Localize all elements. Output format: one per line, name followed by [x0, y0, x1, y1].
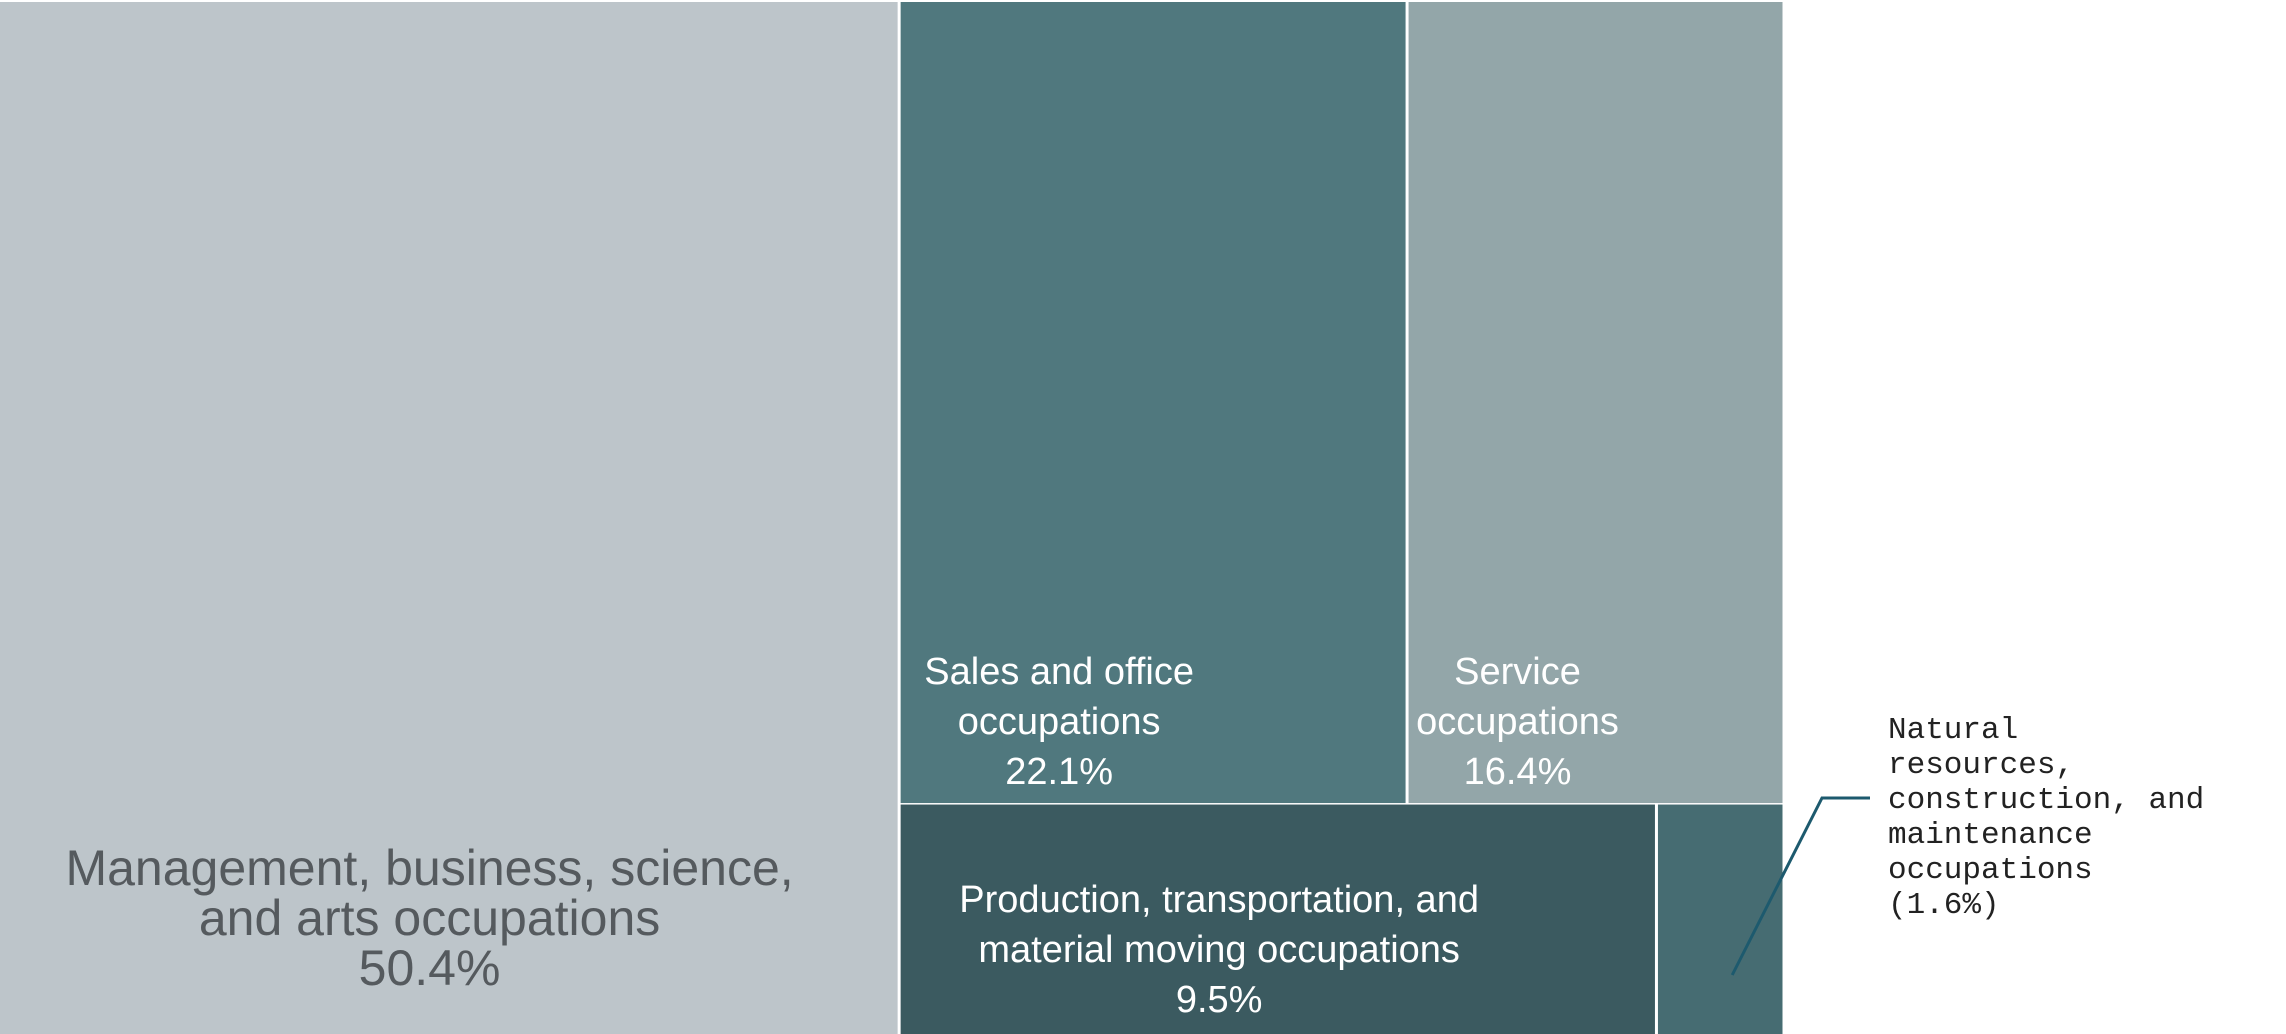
- callout-label-line: (1.6%): [1888, 888, 2000, 923]
- tile-label-line: Production, transportation, and: [959, 879, 1479, 921]
- tile-service-occupations: [1408, 2, 1783, 804]
- tile-label-0: Management, business, science, and arts o…: [65, 840, 793, 996]
- tile-management-business-science-and-arts-occupations: [0, 2, 898, 1034]
- treemap-labels: Management, business, science, and arts o…: [65, 651, 1618, 1021]
- treemap-tiles: [0, 2, 1783, 1034]
- tile-label-line: 16.4%: [1464, 751, 1572, 793]
- tile-label-line: and arts occupations: [199, 890, 660, 946]
- tile-label-line: occupations: [1416, 701, 1619, 743]
- callout-label-line: Natural: [1888, 713, 2018, 748]
- tile-label-line: 50.4%: [359, 940, 501, 996]
- tile-natural-resources: [1657, 804, 1783, 1034]
- callout-natural-resources: Natural resources, construction, and mainte…: [1730, 713, 2204, 976]
- callout-label-line: construction, and: [1888, 783, 2204, 818]
- callout-label-line: maintenance: [1888, 818, 2093, 853]
- tile-sales-and-office-occupations: [900, 2, 1406, 804]
- tile-production-transportation-and-material-moving-occupations: [900, 804, 1655, 1034]
- tile-label-2: Service occupations 16.4%: [1416, 651, 1619, 793]
- tile-label-line: 9.5%: [1176, 979, 1263, 1021]
- tile-label-line: Service: [1454, 651, 1581, 693]
- tile-label-line: Sales and office: [924, 651, 1194, 693]
- tile-label-line: material moving occupations: [978, 929, 1460, 971]
- tile-label-line: occupations: [958, 701, 1161, 743]
- callout-label-line: occupations: [1888, 853, 2093, 888]
- callout-label: Natural resources, construction, and mainte…: [1888, 713, 2204, 923]
- tile-label-line: Management, business, science,: [65, 840, 793, 896]
- tile-label-1: Sales and office occupations 22.1%: [924, 651, 1194, 793]
- tile-label-line: 22.1%: [1005, 751, 1113, 793]
- callout-label-line: resources,: [1888, 748, 2074, 783]
- callout-leader-line: [1730, 796, 1870, 976]
- tile-label-3: Production, transportation, and material …: [959, 879, 1479, 1021]
